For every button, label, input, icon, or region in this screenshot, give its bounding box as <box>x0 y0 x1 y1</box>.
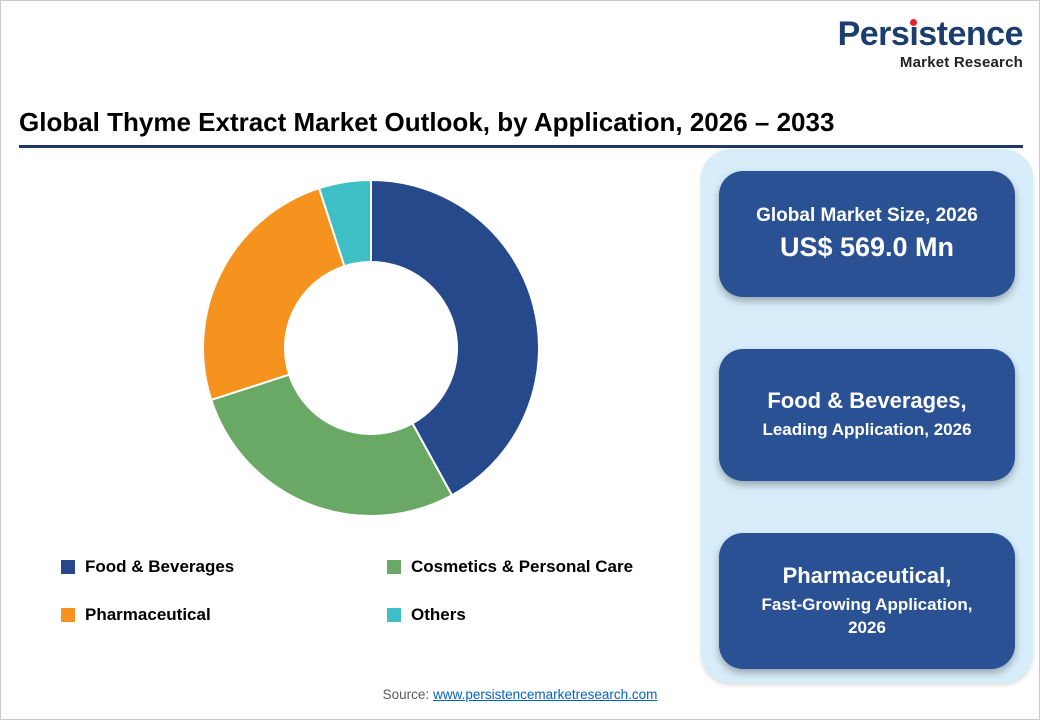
donut-segment-food-beverages <box>370 178 540 497</box>
logo-red-dot-icon <box>910 19 918 26</box>
donut-segment-pharmaceutical <box>201 186 346 402</box>
highlight-card-fast-growing-application: Pharmaceutical, Fast-Growing Application… <box>719 533 1015 669</box>
legend-swatch-others <box>387 608 401 622</box>
title-underline <box>19 145 1023 148</box>
source-label: Source: <box>382 687 430 702</box>
donut-chart <box>201 178 540 517</box>
legend-item-food-beverages: Food & Beverages <box>61 557 387 577</box>
legend-label: Cosmetics & Personal Care <box>411 557 634 576</box>
leading-application-name: Food & Beverages, <box>767 388 967 414</box>
legend-swatch-pharmaceutical <box>61 608 75 622</box>
legend-item-pharmaceutical: Pharmaceutical <box>61 605 387 625</box>
market-size-label: Global Market Size, 2026 <box>756 205 978 226</box>
donut-segment-others <box>317 178 372 268</box>
donut-segment-cosmetics-personal-care <box>209 373 454 517</box>
source-link[interactable]: www.persistencemarketresearch.com <box>433 687 658 702</box>
legend-label: Food & Beverages <box>85 557 235 576</box>
legend-label: Others <box>411 605 466 624</box>
legend-item-cosmetics-personal-care: Cosmetics & Personal Care <box>387 557 727 577</box>
fast-growing-application-name: Pharmaceutical, <box>782 562 952 588</box>
highlight-panel: Global Market Size, 2026 US$ 569.0 Mn Fo… <box>701 149 1033 683</box>
leading-application-label: Leading Application, 2026 <box>762 420 972 440</box>
pmr-logo: Pers ıstence Market Research <box>837 15 1024 71</box>
logo-wordmark: Pers ıstence <box>837 15 1024 53</box>
highlight-card-leading-application: Food & Beverages, Leading Application, 2… <box>719 349 1015 481</box>
logo-letter-i: ı <box>909 15 919 53</box>
source-line: Source: www.persistencemarketresearch.com <box>1 687 1039 702</box>
chart-legend: Food & Beverages Cosmetics & Personal Ca… <box>61 557 727 625</box>
page-title: Global Thyme Extract Market Outlook, by … <box>19 107 835 137</box>
legend-swatch-cosmetics-personal-care <box>387 560 401 574</box>
logo-tagline: Market Research <box>899 53 1023 71</box>
legend-label: Pharmaceutical <box>85 605 211 624</box>
legend-swatch-food-beverages <box>61 560 75 574</box>
logo-text-post: stence <box>918 15 1023 53</box>
fast-growing-application-label: Fast-Growing Application, 2026 <box>761 594 973 637</box>
logo-text-pre: Pers <box>837 15 910 53</box>
logo-text-i: ı <box>909 15 919 53</box>
highlight-card-market-size: Global Market Size, 2026 US$ 569.0 Mn <box>719 171 1015 297</box>
legend-item-others: Others <box>387 605 727 625</box>
market-size-value: US$ 569.0 Mn <box>779 232 955 262</box>
